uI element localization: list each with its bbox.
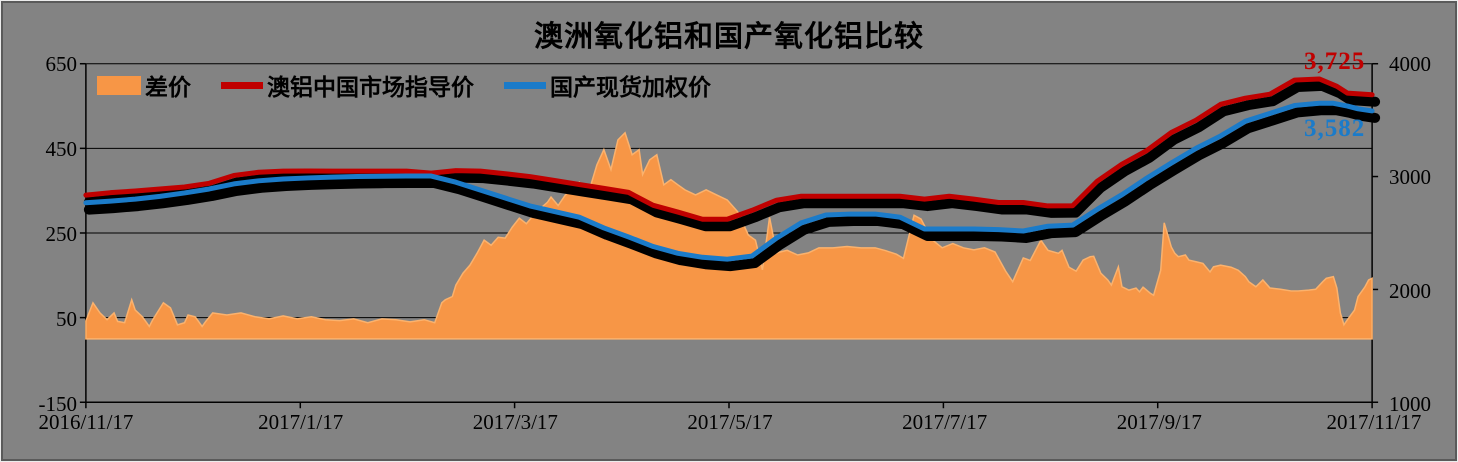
right-axis-tick-label: 1000	[1389, 392, 1431, 416]
x-axis-tick-label: 2016/11/17	[38, 410, 134, 434]
legend-label-diff: 差价	[145, 74, 191, 100]
left-axis-tick-label: 450	[45, 137, 78, 161]
diff-area-swatch	[97, 75, 141, 95]
x-axis-tick-label: 2017/9/17	[1116, 410, 1202, 434]
diff-area	[85, 131, 1373, 340]
right-axis-tick-label: 3000	[1389, 165, 1431, 190]
legend-label-aus: 澳铝中国市场指导价	[267, 74, 474, 100]
chart-title: 澳洲氧化铝和国产氧化铝比较	[533, 21, 924, 53]
left-axis-tick-label: 650	[45, 52, 78, 76]
left-axis-tick-label: -150	[38, 392, 78, 416]
x-axis-tick-label: 2017/7/17	[902, 410, 988, 434]
left-axis-tick-label: 50	[56, 307, 77, 331]
aus-end-value-label: 3,725	[1304, 48, 1366, 75]
right-axis-tick-label: 4000	[1389, 52, 1431, 76]
aus-price-line	[83, 76, 1375, 222]
x-axis-tick-label: 2017/11/17	[1326, 410, 1422, 434]
dom-line-swatch	[504, 81, 546, 89]
x-axis-tick-label: 2017/3/17	[472, 410, 558, 434]
dom-end-value-label: 3,582	[1304, 115, 1366, 142]
right-axis-tick-label: 2000	[1389, 278, 1431, 303]
left-axis-tick-label: 250	[45, 222, 78, 246]
legend-label-dom: 国产现货加权价	[550, 74, 711, 100]
x-axis-tick-label: 2017/1/17	[258, 410, 344, 434]
aus-line-swatch	[221, 81, 263, 89]
chart-legend: 差价 澳铝中国市场指导价 国产现货加权价	[97, 71, 711, 100]
dom-price-line	[83, 100, 1375, 262]
x-axis-tick-label: 2017/5/17	[687, 410, 773, 434]
line-shadow	[83, 105, 1381, 272]
